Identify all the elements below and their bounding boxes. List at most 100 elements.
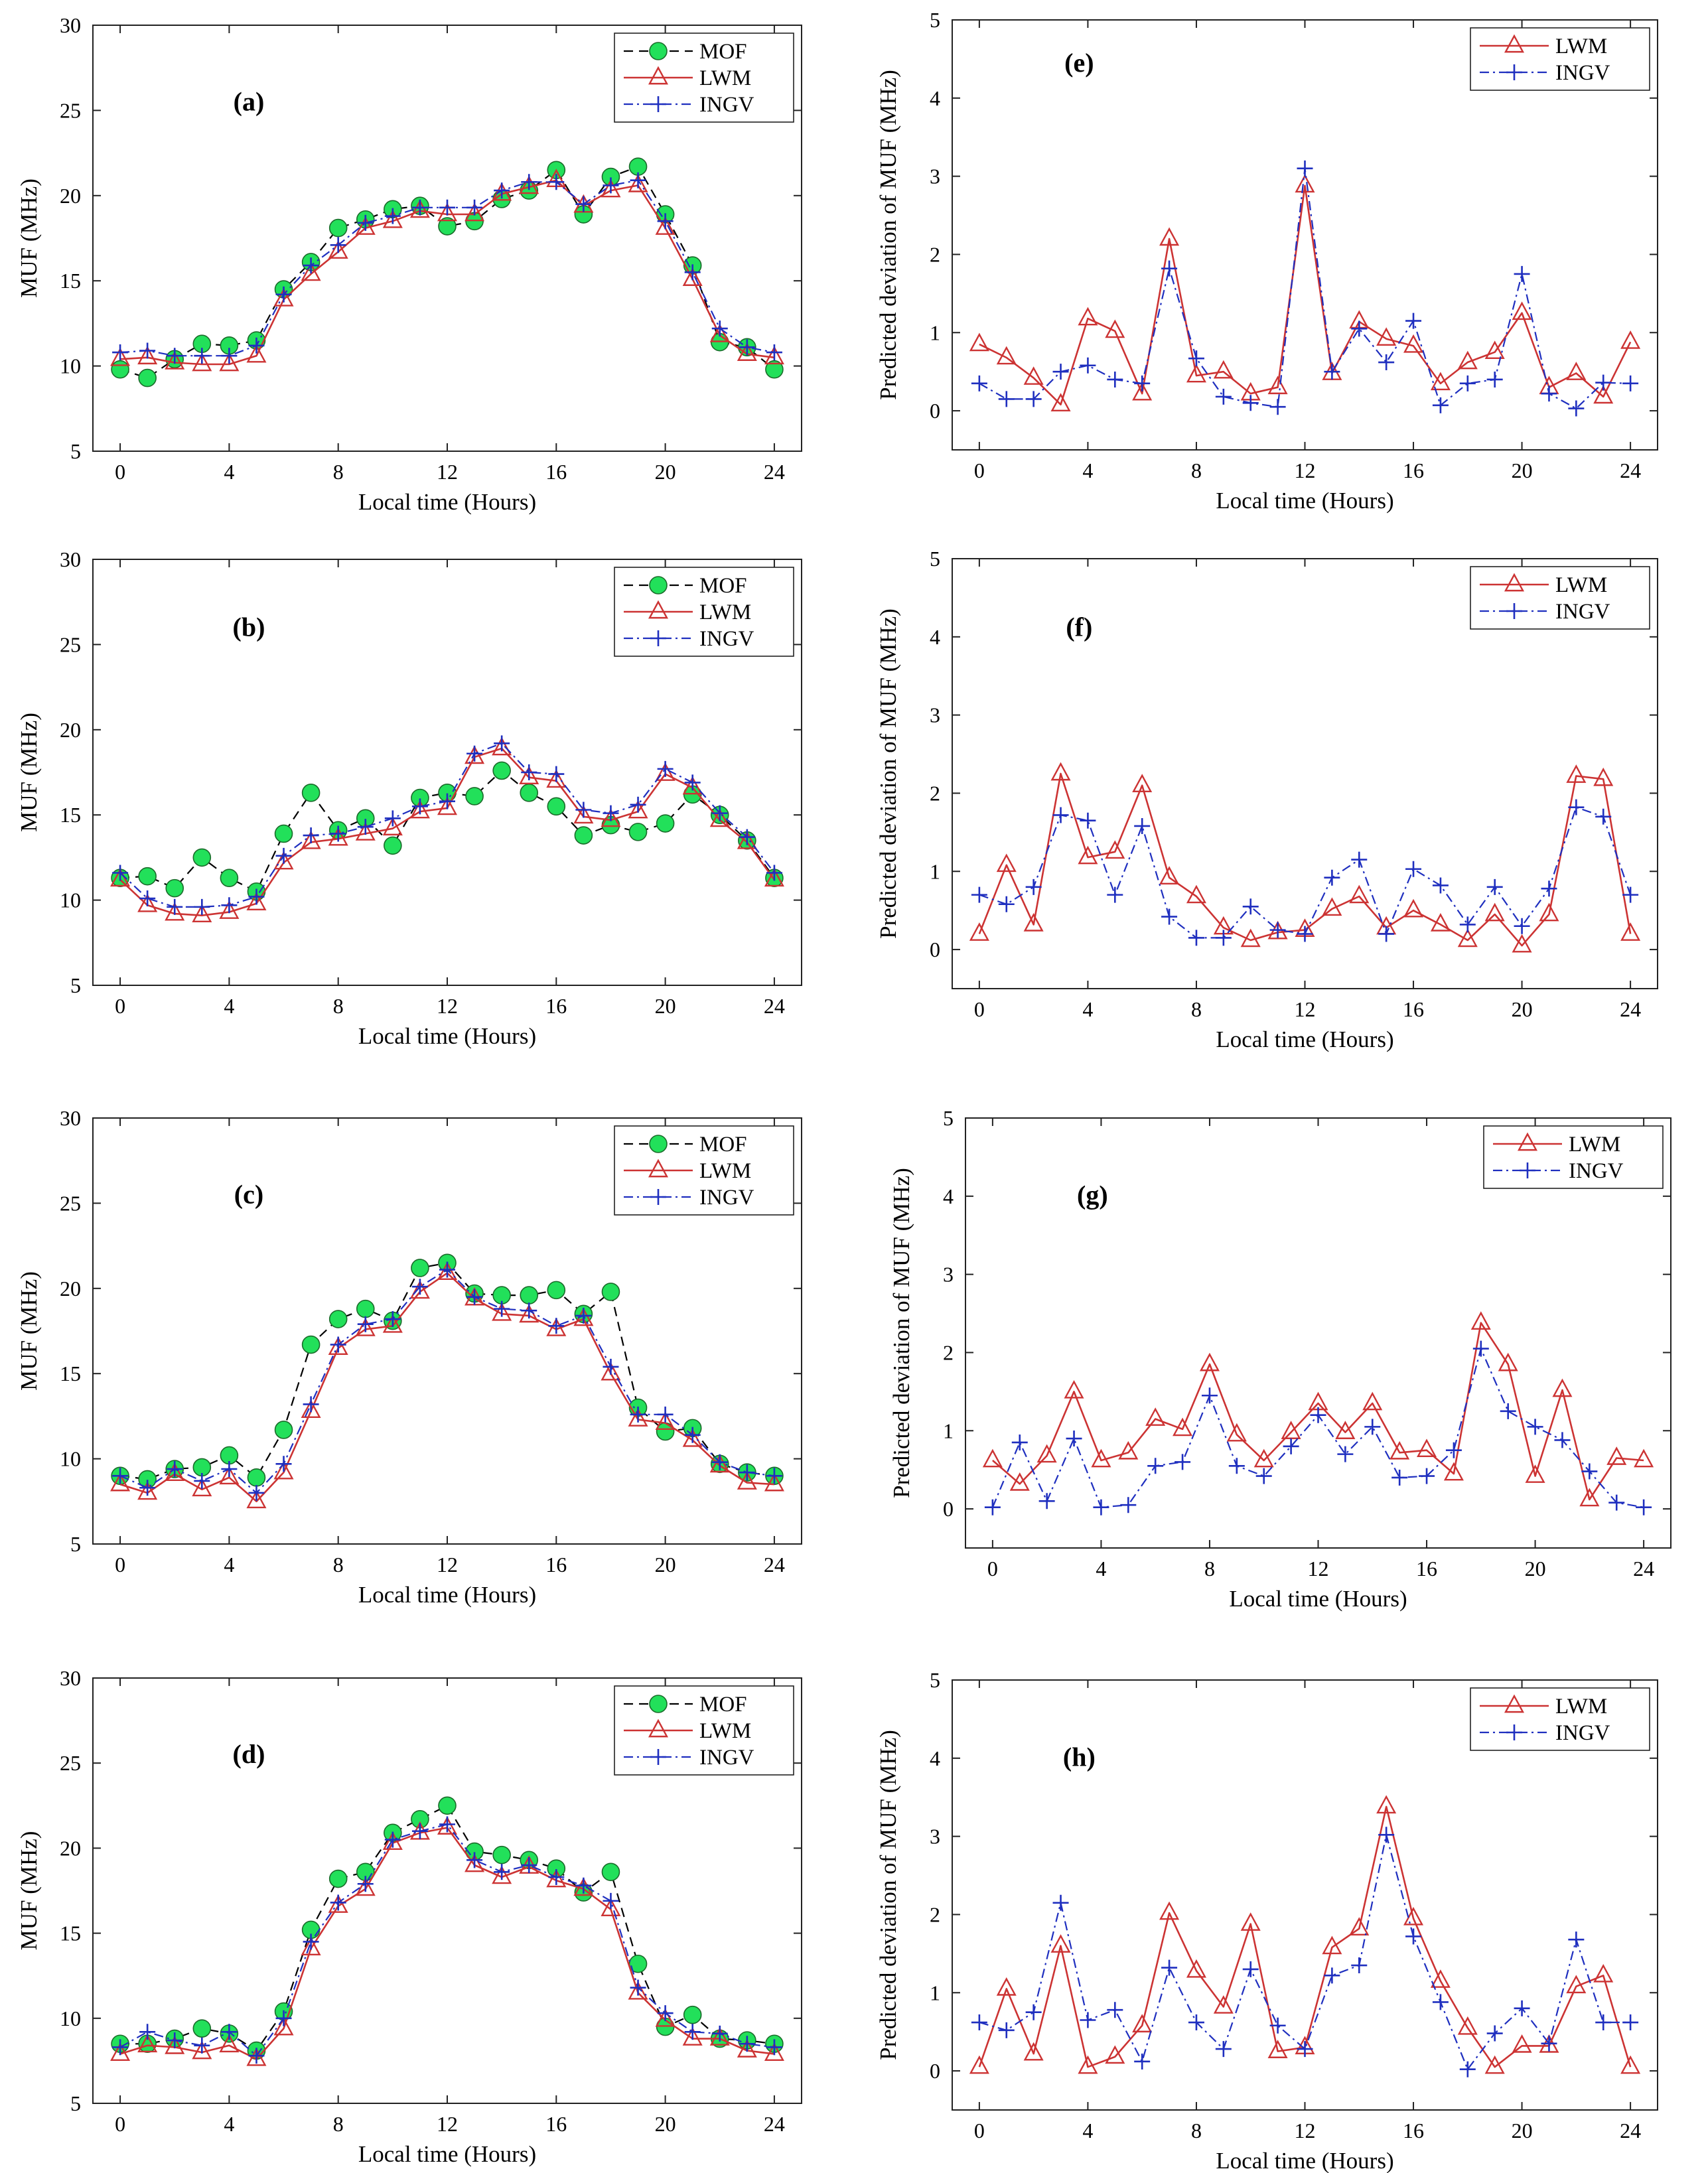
x-axis-label: Local time (Hours)	[1216, 1026, 1393, 1052]
legend-marker-ingv	[1506, 1724, 1522, 1740]
data-point-ingv	[1080, 2012, 1096, 2028]
data-point-lwm	[1593, 385, 1614, 404]
data-point-ingv	[521, 1302, 537, 1319]
data-point-lwm	[409, 1280, 430, 1299]
x-tick-label: 0	[115, 994, 125, 1018]
x-tick-label: 0	[115, 460, 125, 484]
data-point-lwm	[1226, 1423, 1247, 1442]
series-ingv	[971, 1827, 1639, 2077]
data-point-lwm	[192, 352, 212, 372]
data-point-mof	[192, 2019, 212, 2038]
data-point-lwm	[273, 851, 294, 870]
data-point-ingv	[411, 199, 428, 216]
data-point-ingv	[657, 1406, 674, 1423]
data-point-ingv	[657, 2005, 674, 2022]
x-tick-label: 20	[655, 460, 676, 484]
data-point-lwm	[219, 1466, 240, 1485]
data-point-lwm	[1267, 376, 1288, 395]
data-point-lwm	[1457, 350, 1478, 370]
x-tick-label: 24	[764, 994, 785, 1018]
y-tick-label: 25	[60, 1191, 81, 1215]
data-point-ingv	[1432, 1994, 1449, 2010]
data-point-ingv	[684, 774, 701, 791]
data-point-ingv	[1324, 364, 1340, 380]
data-point-lwm	[192, 904, 212, 923]
x-tick-label: 4	[224, 2112, 234, 2136]
data-point-lwm	[492, 736, 512, 756]
y-tick-label: 30	[60, 13, 81, 37]
data-point-ingv	[971, 2014, 987, 2031]
data-point-lwm	[982, 1448, 1003, 1468]
y-tick-label: 2	[930, 242, 940, 266]
y-tick-label: 10	[60, 354, 81, 378]
series-line-lwm	[119, 1272, 774, 1503]
x-tick-label: 12	[437, 994, 458, 1018]
data-point-lwm	[464, 745, 485, 764]
data-point-ingv	[548, 1318, 565, 1334]
x-tick-label: 8	[1204, 1557, 1215, 1580]
data-point-lwm	[1267, 2040, 1288, 2058]
x-tick-label: 4	[1096, 1557, 1106, 1580]
data-point-ingv	[1337, 1446, 1354, 1462]
data-point-mof	[520, 1286, 539, 1304]
data-point-mof	[138, 368, 157, 387]
data-point-lwm	[1186, 884, 1206, 904]
data-point-ingv	[167, 1461, 183, 1478]
legend-box	[1470, 1687, 1650, 1751]
data-point-lwm	[246, 344, 267, 363]
data-point-lwm	[709, 1454, 730, 1473]
data-point-ingv	[1093, 1499, 1109, 1515]
data-point-ingv	[1405, 1928, 1422, 1945]
x-tick-label: 4	[1082, 2119, 1093, 2142]
y-tick-label: 25	[60, 1751, 81, 1775]
data-point-lwm	[165, 351, 185, 370]
data-point-ingv	[411, 1823, 428, 1839]
data-point-lwm	[737, 2039, 757, 2058]
data-point-ingv	[1310, 1407, 1326, 1423]
data-point-ingv	[1391, 1469, 1408, 1486]
x-tick-label: 0	[974, 458, 985, 482]
series-lwm	[110, 1261, 784, 1509]
data-point-mof	[438, 217, 457, 236]
y-tick-label: 10	[60, 1447, 81, 1471]
x-tick-label: 24	[764, 1553, 785, 1577]
data-point-lwm	[301, 830, 321, 849]
data-point-ingv	[1459, 375, 1476, 391]
legend: LWM INGV	[1470, 1687, 1650, 1751]
panel-label: (f)	[1066, 612, 1092, 642]
data-point-lwm	[737, 1471, 757, 1490]
data-point-lwm	[1484, 340, 1505, 360]
x-tick-label: 8	[1191, 2119, 1202, 2142]
data-point-ingv	[275, 286, 292, 303]
legend-box	[1483, 1125, 1664, 1189]
panel-label: (h)	[1063, 1742, 1096, 1772]
data-point-ingv	[1581, 1463, 1598, 1480]
data-point-mof	[301, 1335, 320, 1354]
y-tick-label: 30	[60, 1106, 81, 1130]
y-tick-label: 1	[930, 320, 940, 344]
y-tick-label: 1	[930, 1981, 940, 2004]
data-point-lwm	[1036, 1444, 1057, 1463]
data-point-ingv	[275, 1456, 292, 1472]
data-point-lwm	[655, 216, 676, 235]
series-lwm	[969, 762, 1641, 953]
data-point-ingv	[1228, 1458, 1245, 1474]
data-point-ingv	[1405, 861, 1422, 877]
series-lwm	[969, 174, 1641, 411]
data-point-ingv	[1419, 1468, 1435, 1484]
data-point-ingv	[1445, 1442, 1462, 1458]
legend-label-mof: MOF	[699, 574, 747, 598]
data-point-lwm	[601, 1362, 621, 1381]
data-point-ingv	[1500, 1403, 1516, 1419]
data-point-lwm	[110, 347, 131, 366]
data-point-ingv	[1161, 260, 1178, 277]
data-point-lwm	[1579, 1488, 1600, 1507]
legend-label-lwm: LWM	[699, 66, 751, 90]
data-point-ingv	[194, 898, 210, 915]
y-axis-label: MUF (MHz)	[16, 713, 42, 832]
y-tick-label: 15	[60, 1362, 81, 1385]
data-point-lwm	[1376, 327, 1397, 346]
data-point-ingv	[739, 339, 755, 356]
x-tick-label: 20	[1512, 997, 1533, 1021]
